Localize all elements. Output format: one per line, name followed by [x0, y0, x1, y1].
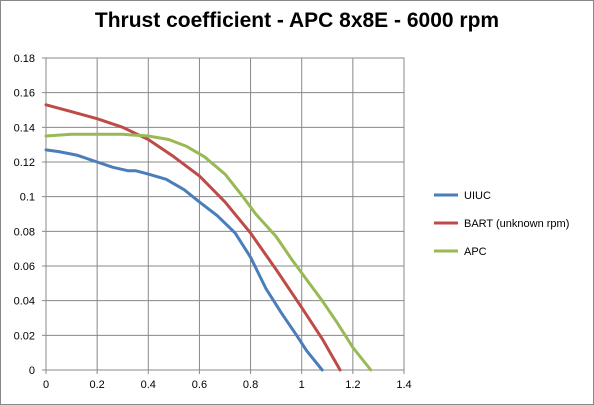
y-tick-label: 0.14: [14, 122, 35, 134]
x-tick-label: 1.4: [396, 379, 411, 391]
y-tick-label: 0.02: [14, 330, 35, 342]
x-tick-label: 1.2: [345, 379, 360, 391]
plot-area: [45, 57, 405, 371]
x-tick-label: 0.6: [192, 379, 207, 391]
y-tick-label: 0.12: [14, 157, 35, 169]
y-tick-label: 0.04: [14, 296, 35, 308]
y-tick-label: 0.1: [20, 192, 35, 204]
x-tick-label: 0.2: [89, 379, 104, 391]
legend: UIUC BART (unknown rpm) APC: [434, 190, 569, 258]
y-tick-label: 0: [29, 365, 35, 377]
y-tick-label: 0.18: [14, 53, 35, 65]
legend-label: BART (unknown rpm): [464, 218, 569, 230]
y-tick-label: 0.16: [14, 88, 35, 100]
legend-label: UIUC: [464, 190, 491, 202]
axis-ticks: 0 0.2 0.4 0.6 0.8 1 1.2 1.4 0 0.02 0.04 0.06 0.08 0.1…: [14, 53, 412, 391]
series-lines: [44, 103, 373, 372]
series-line-3: [44, 132, 373, 372]
y-tick-label: 0.06: [14, 261, 35, 273]
x-tick-label: 0: [43, 379, 49, 391]
series-line-1: [44, 148, 324, 372]
grid-lines: [45, 57, 405, 371]
series-line-2: [44, 103, 342, 372]
y-tick-label: 0.08: [14, 226, 35, 238]
x-tick-label: 0.4: [141, 379, 156, 391]
legend-label: APC: [464, 246, 487, 258]
chart-title: Thrust coefficient - APC 8x8E - 6000 rpm: [94, 9, 500, 32]
x-tick-label: 0.8: [243, 379, 258, 391]
x-tick-label: 1: [299, 379, 305, 391]
